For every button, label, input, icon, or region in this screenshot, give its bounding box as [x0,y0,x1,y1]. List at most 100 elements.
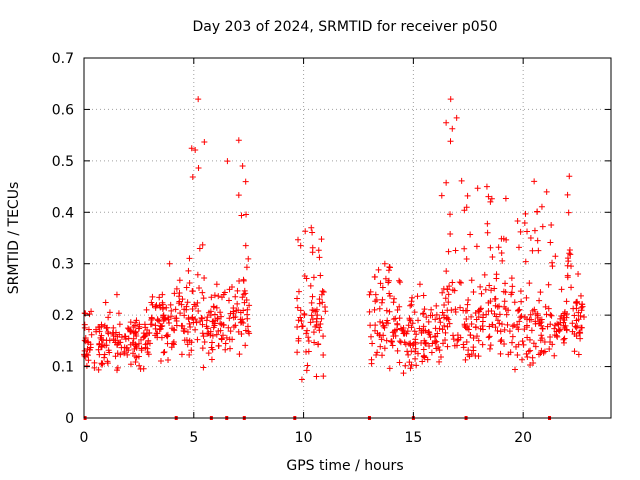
data-point [575,271,582,277]
data-point [577,335,584,342]
data-point [213,281,220,288]
data-point [378,299,385,306]
y-tick-label: 0.2 [52,308,74,324]
data-point [545,305,552,312]
data-point [529,247,536,254]
data-point [453,342,460,349]
data-point [443,315,450,322]
data-point [199,321,206,328]
data-point [114,367,121,374]
data-point [211,311,218,318]
data-point [227,328,234,335]
data-point [166,319,173,326]
data-point [240,291,247,298]
data-point [207,328,214,335]
data-point [396,303,403,310]
data-point [462,307,469,314]
data-point [496,311,503,318]
data-point [163,332,170,339]
data-point [390,299,397,306]
data-point [165,357,172,364]
data-point [377,280,384,287]
data-point [518,313,525,320]
data-point [88,331,95,338]
data-point [295,288,302,295]
data-point [418,329,425,336]
data-point [91,364,98,371]
data-point [516,318,523,325]
data-point [498,337,505,344]
data-point [239,316,246,323]
data-point [96,341,103,348]
data-point [501,326,508,333]
data-point [412,348,419,355]
data-point [309,293,316,300]
data-point [457,304,464,311]
data-point [447,138,454,145]
data-point [394,321,401,328]
data-point [189,306,196,313]
data-point [400,370,407,377]
data-point [397,279,404,286]
data-point [194,336,201,343]
data-point [387,292,394,299]
data-point [492,295,499,302]
data-point [447,211,454,218]
data-point [514,307,521,314]
data-point [172,315,179,322]
data-point [411,309,418,316]
y-tick-label: 0.3 [52,257,74,273]
data-point [436,325,443,332]
data-point [579,301,586,308]
data-point [514,218,521,225]
data-point [154,316,161,323]
data-point [199,289,206,296]
data-point [449,279,456,286]
data-point [498,235,505,242]
data-point [135,340,142,347]
data-point [225,324,232,331]
data-point [170,338,177,345]
data-point [545,281,552,288]
data-point [184,341,191,348]
data-point [204,330,211,337]
data-point [541,338,548,345]
data-point [199,330,206,337]
data-point [169,325,176,332]
data-point [225,297,232,304]
data-point [105,314,112,321]
data-point [96,351,103,358]
data-point [304,362,311,369]
data-point [166,260,173,267]
data-point [124,351,131,358]
data-point [133,333,140,340]
data-point [411,328,418,335]
data-point [412,336,419,343]
data-point [541,348,548,355]
data-point [322,308,329,315]
data-point [235,192,242,199]
data-point [208,339,215,346]
data-point [168,313,175,320]
data-point [156,294,163,301]
data-point [413,362,420,369]
data-point [514,351,521,358]
data-point [547,311,554,318]
data-point [131,322,138,329]
data-point [122,333,129,340]
data-point [232,293,239,300]
data-point [377,343,384,350]
data-point [558,286,565,293]
data-point [428,306,435,313]
data-point [201,338,208,345]
data-point [317,321,324,328]
data-point [407,340,414,347]
data-point [230,324,237,331]
data-point [465,347,472,354]
data-point [240,276,247,283]
data-point [201,274,208,281]
data-point [369,340,376,347]
data-point [294,304,301,311]
data-point [547,338,554,345]
data-point [486,345,493,352]
